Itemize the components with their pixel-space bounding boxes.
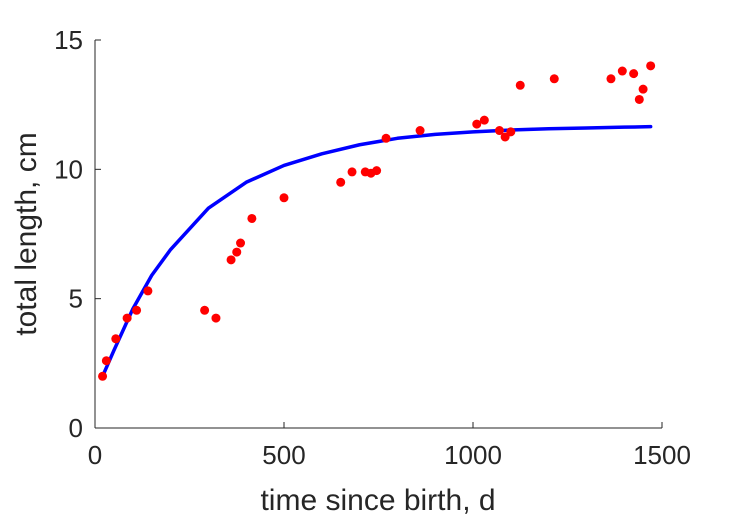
data-point [101,356,111,366]
x-tick-label: 0 [88,440,102,470]
x-axis-label: time since birth, d [260,484,495,517]
y-tick-label: 10 [54,154,83,184]
x-tick-label: 1500 [633,440,691,470]
data-point [143,286,153,296]
data-point [617,66,627,76]
fit-curve [100,124,653,379]
y-tick-label: 5 [69,284,83,314]
data-point [372,166,382,176]
x-ticks: 0 500 1000 1500 [88,422,691,470]
data-point [638,84,648,94]
data-point [381,133,391,143]
data-point [236,238,246,248]
data-point [111,334,121,344]
data-point [472,119,482,129]
data-point [98,371,108,381]
data-point [279,193,289,203]
data-point [606,74,616,84]
data-point [634,94,644,104]
data-point [132,305,142,315]
data-point [515,80,525,90]
data-point [226,255,236,265]
data-point [646,61,656,71]
data-point [549,74,559,84]
data-point [494,126,504,136]
y-tick-label: 15 [54,25,83,55]
data-point [211,313,221,323]
data-point [232,247,242,257]
y-tick-label: 0 [69,413,83,443]
data-point [336,177,346,187]
y-axis-label: total length, cm [10,132,43,335]
data-point [347,167,357,177]
data-point [506,127,516,137]
data-point [247,213,257,223]
data-point [479,115,489,125]
data-point [629,69,639,79]
plot-area [98,61,656,381]
data-point [415,126,425,136]
data-point [122,313,132,323]
x-tick-label: 1000 [444,440,502,470]
data-point [200,305,210,315]
x-tick-label: 500 [262,440,305,470]
y-ticks: 0 5 10 15 [54,25,101,443]
